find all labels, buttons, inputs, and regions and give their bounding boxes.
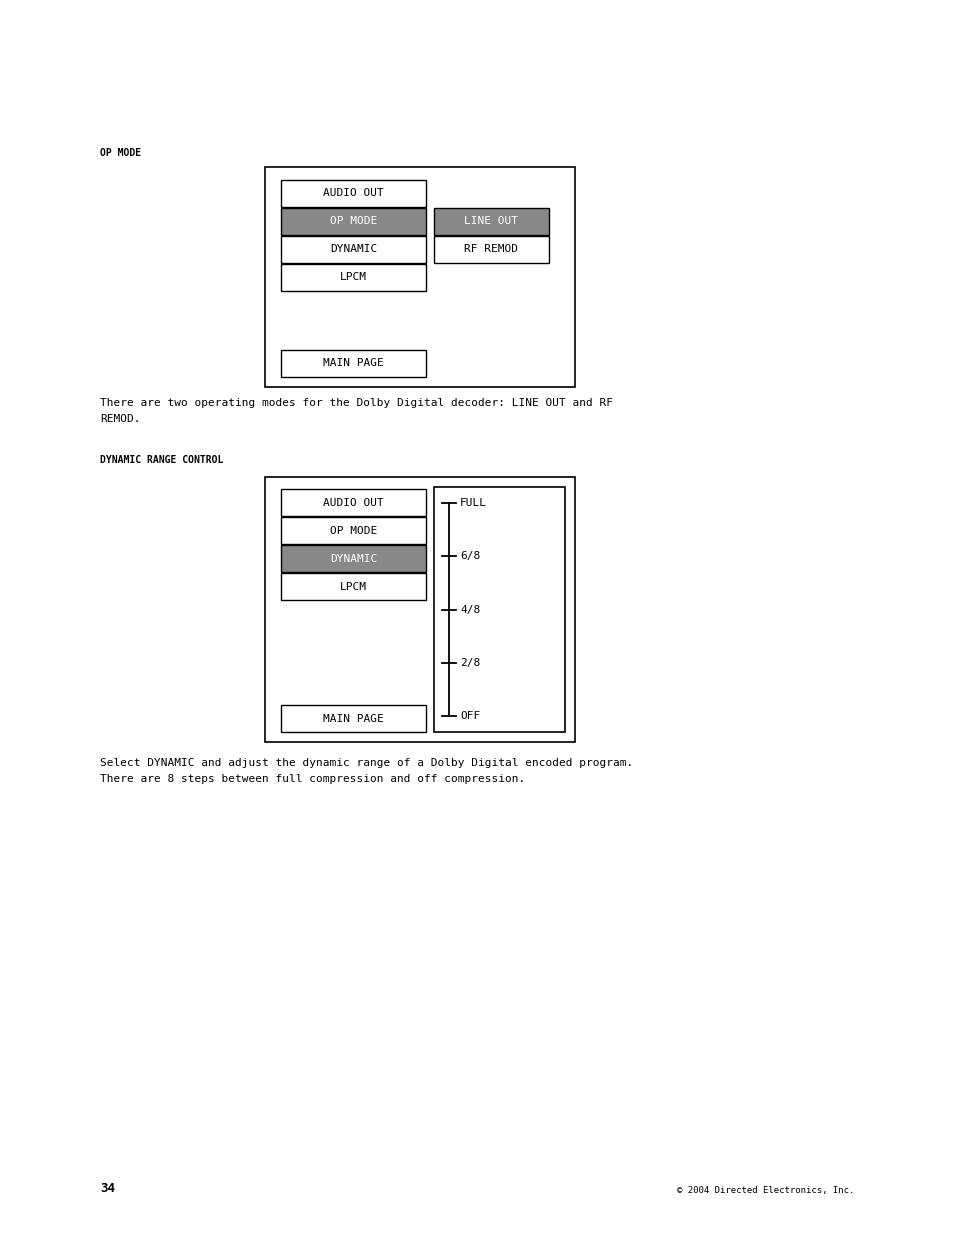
Text: OP MODE: OP MODE (100, 148, 141, 158)
Bar (265, 167, 575, 387)
Bar (281, 350, 426, 377)
Text: OP MODE: OP MODE (330, 526, 376, 536)
Bar (281, 264, 426, 291)
Text: OP MODE: OP MODE (330, 216, 376, 226)
Text: RF REMOD: RF REMOD (464, 245, 518, 254)
Text: FULL: FULL (459, 498, 486, 508)
Text: AUDIO OUT: AUDIO OUT (323, 498, 383, 508)
Text: OFF: OFF (459, 711, 479, 721)
Bar (281, 545, 426, 572)
Bar (434, 207, 548, 235)
Bar (281, 180, 426, 207)
Text: 2/8: 2/8 (459, 658, 479, 668)
Bar (281, 489, 426, 516)
Text: LPCM: LPCM (339, 582, 367, 592)
Text: DYNAMIC RANGE CONTROL: DYNAMIC RANGE CONTROL (100, 454, 223, 466)
Text: LINE OUT: LINE OUT (464, 216, 518, 226)
Text: 34: 34 (100, 1182, 115, 1195)
Bar (281, 517, 426, 543)
Bar (265, 477, 575, 742)
Text: AUDIO OUT: AUDIO OUT (323, 189, 383, 199)
Text: LPCM: LPCM (339, 273, 367, 283)
Text: MAIN PAGE: MAIN PAGE (323, 714, 383, 724)
Text: Select DYNAMIC and adjust the dynamic range of a Dolby Digital encoded program.
: Select DYNAMIC and adjust the dynamic ra… (100, 758, 633, 783)
Text: 6/8: 6/8 (459, 551, 479, 561)
Bar (434, 487, 564, 732)
Text: There are two operating modes for the Dolby Digital decoder: LINE OUT and RF
REM: There are two operating modes for the Do… (100, 398, 613, 424)
Text: DYNAMIC: DYNAMIC (330, 553, 376, 563)
Bar (281, 236, 426, 263)
Text: DYNAMIC: DYNAMIC (330, 245, 376, 254)
Bar (281, 573, 426, 600)
Text: 4/8: 4/8 (459, 604, 479, 615)
Bar (281, 705, 426, 732)
Bar (281, 207, 426, 235)
Text: MAIN PAGE: MAIN PAGE (323, 358, 383, 368)
Bar (434, 236, 548, 263)
Text: © 2004 Directed Electronics, Inc.: © 2004 Directed Electronics, Inc. (676, 1186, 853, 1195)
